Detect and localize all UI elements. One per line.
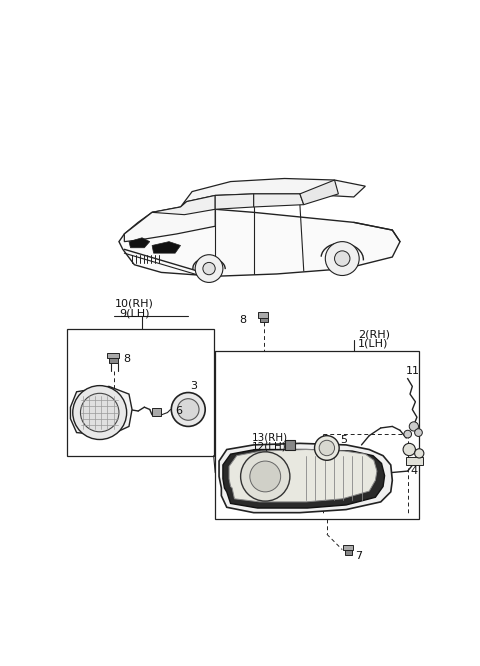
Text: 10(RH): 10(RH) bbox=[115, 299, 154, 309]
Text: 6: 6 bbox=[175, 406, 182, 416]
Text: 9(LH): 9(LH) bbox=[119, 308, 150, 318]
Text: 11: 11 bbox=[406, 366, 420, 376]
Polygon shape bbox=[254, 194, 304, 207]
Circle shape bbox=[178, 399, 199, 420]
Text: 8: 8 bbox=[239, 315, 246, 325]
Bar bbox=[152, 408, 161, 416]
Text: 12(LH): 12(LH) bbox=[252, 442, 287, 452]
Bar bbox=[285, 440, 295, 450]
Circle shape bbox=[195, 254, 223, 282]
Text: 5: 5 bbox=[340, 436, 347, 446]
Polygon shape bbox=[229, 450, 377, 502]
Bar bbox=[345, 549, 352, 555]
Circle shape bbox=[415, 449, 424, 458]
Bar bbox=[67, 328, 214, 456]
Polygon shape bbox=[300, 180, 338, 204]
Circle shape bbox=[404, 430, 411, 438]
Text: 8: 8 bbox=[123, 354, 130, 364]
Circle shape bbox=[415, 429, 422, 436]
Polygon shape bbox=[129, 238, 150, 248]
Circle shape bbox=[325, 242, 359, 276]
Circle shape bbox=[171, 392, 205, 426]
Polygon shape bbox=[71, 386, 132, 436]
Bar bbox=[260, 317, 267, 322]
Polygon shape bbox=[223, 450, 384, 508]
Polygon shape bbox=[152, 242, 180, 253]
Text: 4: 4 bbox=[411, 466, 418, 476]
Text: 1(LH): 1(LH) bbox=[358, 338, 388, 348]
Circle shape bbox=[250, 461, 281, 492]
Bar bbox=[258, 312, 268, 318]
Circle shape bbox=[319, 440, 335, 456]
Bar bbox=[343, 545, 353, 550]
Bar bbox=[108, 353, 119, 358]
Circle shape bbox=[73, 386, 127, 440]
Circle shape bbox=[81, 394, 119, 432]
Polygon shape bbox=[215, 194, 254, 209]
Circle shape bbox=[203, 262, 215, 275]
Polygon shape bbox=[180, 178, 365, 207]
Circle shape bbox=[240, 452, 290, 501]
Text: 7: 7 bbox=[355, 551, 362, 561]
Circle shape bbox=[409, 422, 419, 431]
Polygon shape bbox=[124, 209, 215, 242]
Polygon shape bbox=[119, 207, 400, 276]
Polygon shape bbox=[219, 444, 392, 513]
Circle shape bbox=[403, 444, 415, 456]
Circle shape bbox=[335, 251, 350, 266]
Text: 13(RH): 13(RH) bbox=[252, 432, 288, 442]
Bar bbox=[215, 351, 419, 519]
Bar bbox=[109, 357, 118, 363]
Bar bbox=[406, 458, 423, 465]
Text: 2(RH): 2(RH) bbox=[358, 329, 390, 339]
Polygon shape bbox=[152, 195, 215, 214]
Text: 3: 3 bbox=[191, 382, 198, 392]
Circle shape bbox=[314, 436, 339, 460]
